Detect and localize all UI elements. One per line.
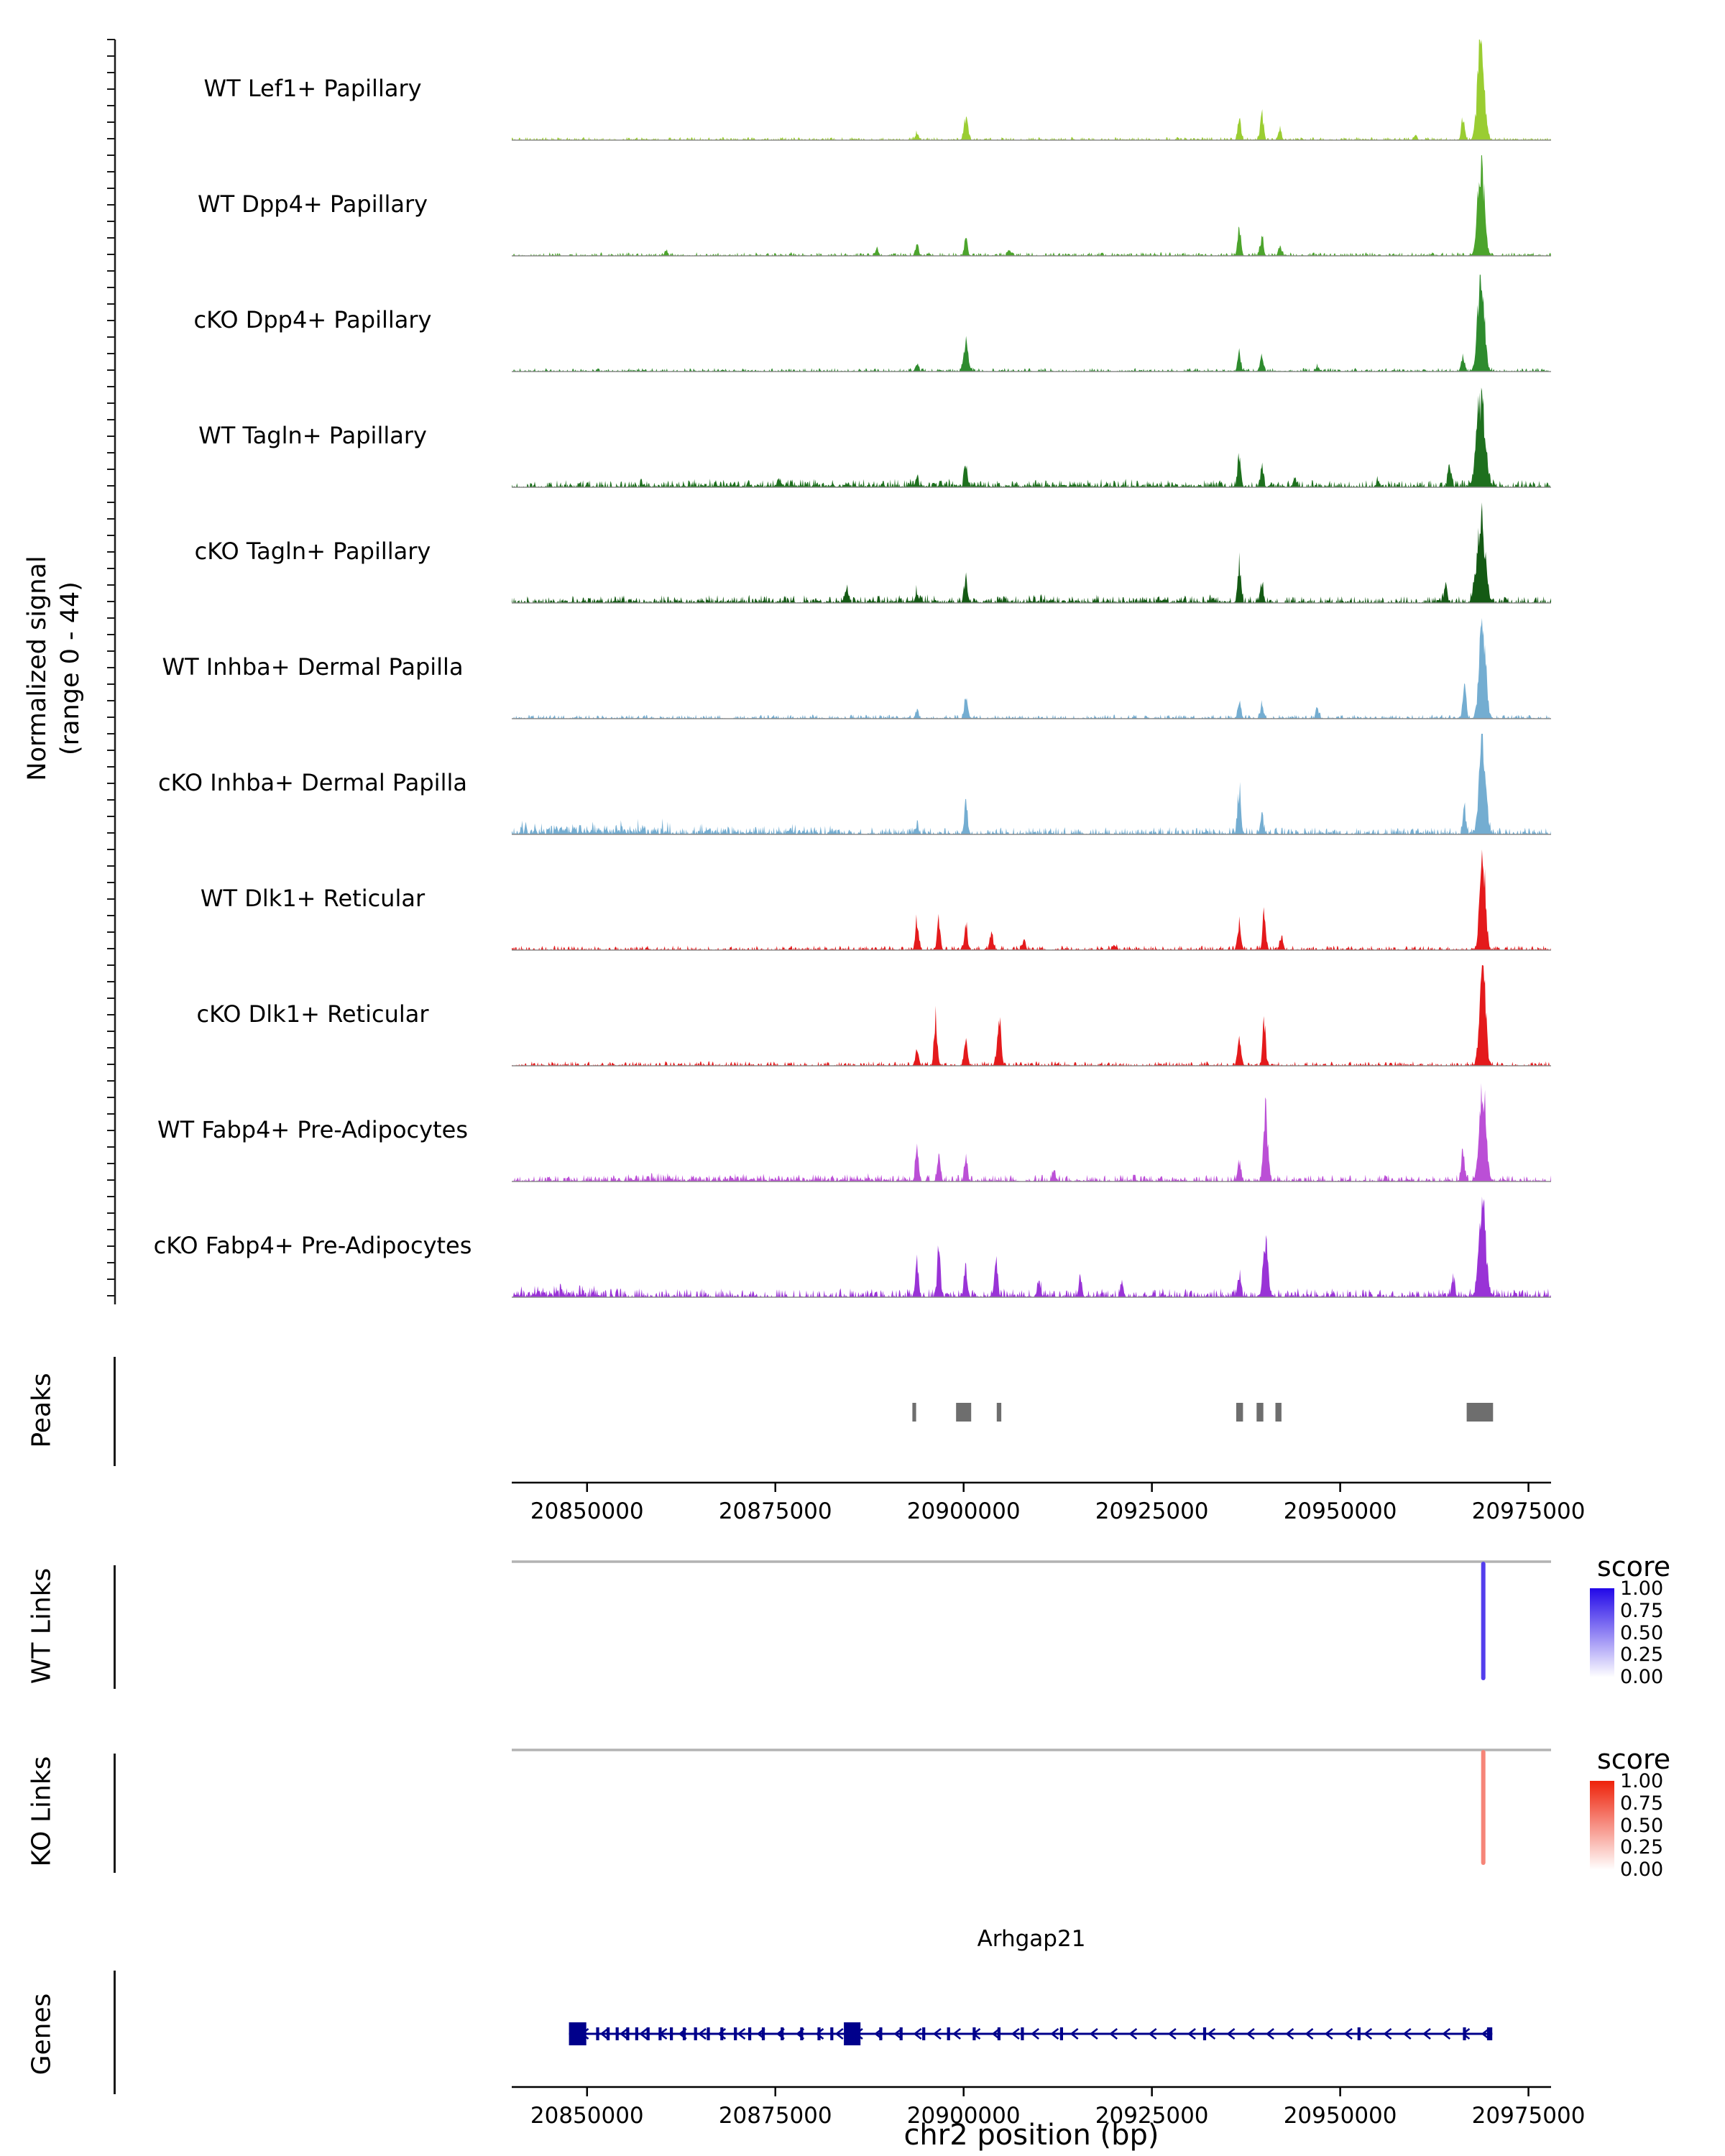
peaks-section-ruler [114, 1357, 116, 1466]
track-label: cKO Inhba+ Dermal Papilla [158, 769, 467, 796]
track-label: cKO Fabp4+ Pre-Adipocytes [153, 1232, 472, 1259]
legend-tick: 0.75 [1620, 1599, 1664, 1622]
legend-tick: 0.50 [1620, 1814, 1664, 1837]
genomic-x-axis-bottom: 20850000 20875000 20900000 20925000 20950000… [512, 2086, 1586, 2129]
signal-track [512, 849, 1551, 951]
peaks-track [912, 1403, 1494, 1422]
svg-text:20850000: 20850000 [530, 2103, 644, 2129]
svg-text:20975000: 20975000 [1472, 1498, 1586, 1524]
signal-track [512, 618, 1551, 719]
wt-links-section-label: WT Links [27, 1567, 57, 1685]
ko-legend-tick-labels: 1.00 0.75 0.50 0.25 0.00 [1620, 1772, 1663, 1879]
signal-track [512, 155, 1551, 257]
legend-tick: 1.00 [1620, 1770, 1664, 1792]
svg-text:20900000: 20900000 [907, 1498, 1021, 1524]
wt-legend-title: score [1597, 1551, 1671, 1583]
signal-track [512, 387, 1551, 488]
y-axis-label-line1: Normalized signal [23, 556, 52, 781]
signal-track [512, 1083, 1551, 1182]
track-label: WT Dlk1+ Reticular [200, 885, 426, 912]
track-label: WT Tagln+ Papillary [198, 422, 427, 449]
track-label: cKO Dlk1+ Reticular [196, 1000, 429, 1028]
signal-track [512, 734, 1551, 835]
ko-legend-title: score [1597, 1743, 1671, 1775]
legend-tick: 0.25 [1620, 1836, 1664, 1859]
legend-tick: 0.25 [1620, 1644, 1664, 1667]
signal-track [512, 40, 1551, 141]
track-label: cKO Tagln+ Papillary [194, 538, 431, 565]
svg-text:20925000: 20925000 [1095, 1498, 1209, 1524]
track-label: cKO Dpp4+ Papillary [193, 306, 432, 333]
signal-track [512, 275, 1551, 372]
wt-links-section-ruler [114, 1565, 116, 1689]
wt-score-gradient-bar [1590, 1588, 1614, 1677]
genomic-x-axis-top: 20850000 20875000 20900000 20925000 20950000… [512, 1481, 1586, 1524]
legend-tick: 0.75 [1620, 1792, 1664, 1815]
svg-text:20900000: 20900000 [907, 2103, 1021, 2129]
signal-track [512, 965, 1551, 1067]
track-label: WT Fabp4+ Pre-Adipocytes [157, 1116, 468, 1143]
ko-links-section-label: KO Links [27, 1756, 57, 1867]
svg-text:20850000: 20850000 [530, 1498, 644, 1524]
svg-text:20950000: 20950000 [1284, 1498, 1397, 1524]
wt-links-score-legend: score 1.00 0.75 0.50 0.25 0.00 [1590, 1551, 1723, 1687]
legend-tick: 0.50 [1620, 1621, 1664, 1644]
wt-legend-tick-labels: 1.00 0.75 0.50 0.25 0.00 [1620, 1579, 1663, 1687]
genes-section-label: Genes [27, 1993, 57, 2076]
legend-tick: 0.00 [1620, 1666, 1664, 1688]
ko-links-section-ruler [114, 1754, 116, 1873]
ko-links-track [512, 1749, 1551, 1865]
wt-links-track [512, 1560, 1551, 1680]
ko-score-gradient-bar [1590, 1781, 1614, 1870]
gene-model-track [569, 2022, 1493, 2045]
track-label: WT Lef1+ Papillary [203, 75, 422, 102]
track-label: WT Dpp4+ Papillary [197, 190, 428, 218]
legend-tick: 1.00 [1620, 1577, 1664, 1600]
track-label: WT Inhba+ Dermal Papilla [162, 653, 464, 681]
signal-track [512, 502, 1551, 604]
signal-track [512, 1197, 1551, 1298]
svg-text:20875000: 20875000 [719, 2103, 832, 2129]
svg-text:20975000: 20975000 [1472, 2103, 1586, 2129]
ko-links-score-legend: score 1.00 0.75 0.50 0.25 0.00 [1590, 1743, 1723, 1879]
svg-text:20950000: 20950000 [1284, 2103, 1397, 2129]
gene-name-label: Arhgap21 [977, 1926, 1086, 1952]
svg-text:20875000: 20875000 [719, 1498, 832, 1524]
genes-section-ruler [114, 1971, 116, 2094]
svg-text:20925000: 20925000 [1095, 2103, 1209, 2129]
peaks-section-label: Peaks [27, 1373, 57, 1448]
legend-tick: 0.00 [1620, 1858, 1664, 1881]
signal-tracks-y-ruler [107, 39, 116, 1304]
x-axis-title: chr2 position (bp) [903, 2119, 1159, 2152]
